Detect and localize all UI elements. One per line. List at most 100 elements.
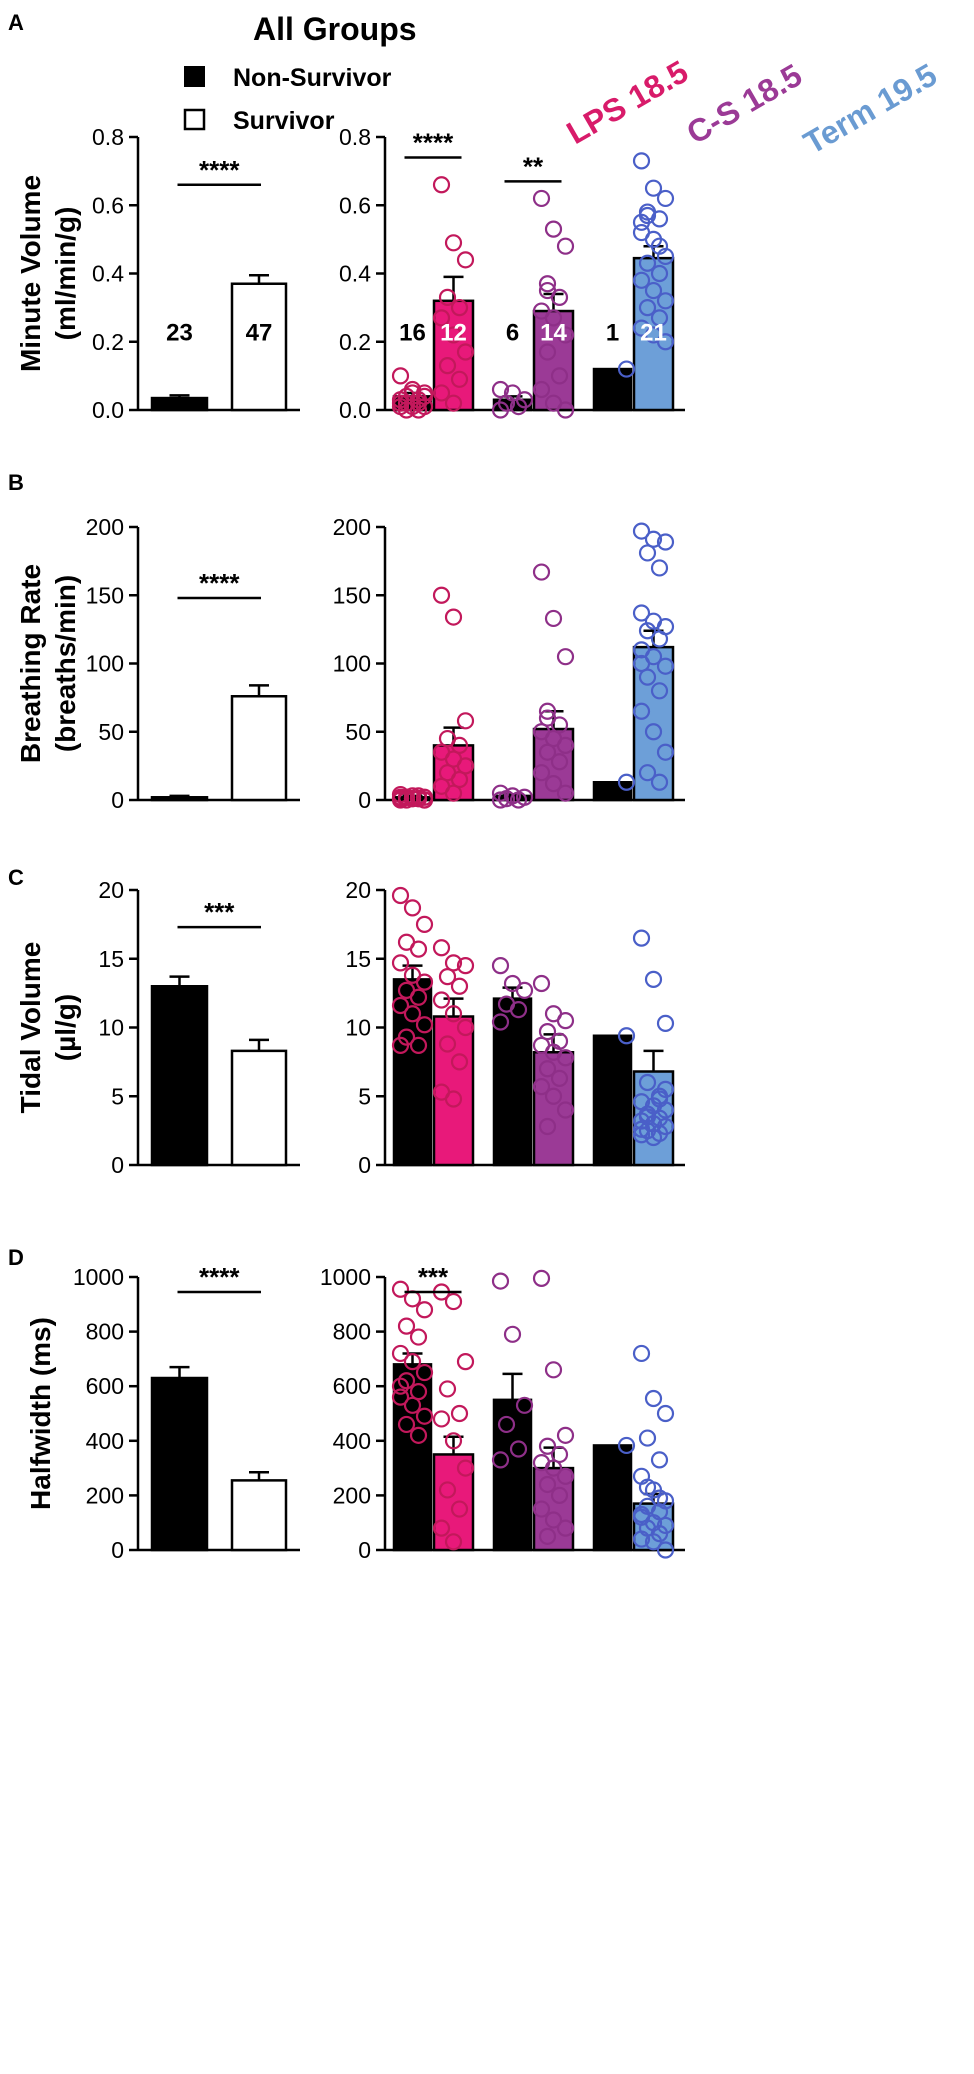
data-point-survivor [532, 764, 551, 782]
data-point-survivor [538, 1475, 557, 1494]
data-point-non-survivor [415, 1016, 434, 1034]
data-point-non-survivor [509, 397, 528, 416]
significance-label: **** [199, 155, 240, 185]
y-tick-label: 0.4 [339, 261, 371, 287]
y-tick-label: 15 [98, 946, 124, 972]
data-point-survivor [444, 784, 463, 802]
data-point-survivor [644, 970, 663, 988]
data-point-survivor [632, 654, 651, 673]
data-point-survivor [438, 1481, 457, 1499]
significance-label: **** [413, 127, 454, 157]
data-point-survivor [444, 954, 463, 972]
data-point-non-survivor [617, 360, 636, 378]
data-point-survivor [650, 237, 669, 255]
significance-label: *** [204, 897, 235, 927]
data-point-survivor [450, 1500, 469, 1518]
data-point-survivor [456, 1459, 475, 1477]
data-point-non-survivor [503, 1325, 522, 1343]
data-point-survivor [656, 1080, 675, 1098]
legend-swatch-non-survivor [184, 66, 205, 87]
data-point-survivor [538, 1117, 557, 1136]
data-point-survivor [632, 604, 651, 622]
data-point-survivor [644, 1389, 663, 1408]
data-point-non-survivor [397, 1372, 416, 1390]
data-point-non-survivor [391, 1388, 410, 1406]
data-point-survivor [556, 736, 575, 755]
data-point-survivor [538, 702, 557, 720]
data-point-survivor [638, 1478, 657, 1496]
data-point-survivor [444, 608, 463, 626]
bar-non-survivor-1 [492, 1398, 533, 1552]
data-point-survivor [638, 622, 657, 640]
data-point-survivor [544, 775, 563, 793]
panel-label-A: A [8, 10, 24, 35]
bar-non-survivor-2 [592, 1444, 633, 1552]
data-point-survivor [450, 370, 469, 388]
data-point-survivor [550, 1486, 569, 1505]
y-tick-label: 200 [333, 1482, 371, 1508]
data-point-survivor [656, 292, 675, 310]
count-label-survivor: 12 [440, 320, 467, 347]
data-point-survivor [444, 394, 463, 412]
y-tick-label: 1000 [320, 1264, 371, 1290]
data-point-survivor [650, 1489, 669, 1507]
data-point-survivor [456, 1018, 475, 1037]
y-axis-label: Breathing Rate [15, 564, 46, 763]
data-point-survivor [638, 254, 657, 272]
data-point-survivor [638, 203, 657, 221]
data-point-non-survivor [509, 1440, 528, 1458]
y-tick-label: 0.2 [339, 329, 371, 355]
y-tick-label: 10 [345, 1015, 371, 1041]
data-point-survivor [556, 1426, 575, 1444]
count-label-non-survivor: 1 [606, 320, 619, 347]
bar-non-survivor-0 [392, 978, 433, 1167]
data-point-survivor [456, 712, 475, 730]
data-point-survivor [444, 1533, 463, 1551]
data-point-non-survivor [391, 886, 410, 905]
data-point-survivor [650, 1090, 669, 1108]
data-point-survivor [632, 1344, 651, 1363]
y-tick-label: 5 [111, 1083, 124, 1109]
data-point-survivor [644, 179, 663, 197]
data-point-survivor [538, 1437, 557, 1455]
data-point-survivor [444, 326, 463, 344]
data-point-survivor [632, 1530, 651, 1548]
data-point-survivor [532, 563, 551, 581]
data-point-survivor [632, 929, 651, 947]
data-point-survivor [644, 1533, 663, 1551]
data-point-non-survivor [403, 1290, 422, 1308]
data-point-non-survivor [397, 1317, 416, 1335]
data-point-survivor [632, 223, 651, 242]
y-tick-label: 800 [333, 1319, 371, 1345]
data-point-non-survivor [497, 1415, 516, 1434]
data-point-survivor [544, 1511, 563, 1529]
data-point-survivor [538, 1527, 557, 1545]
y-tick-label: 20 [345, 877, 371, 903]
data-point-survivor [532, 380, 551, 399]
bar-non-survivor [150, 396, 209, 412]
data-point-non-survivor [617, 773, 636, 791]
y-tick-label: 600 [86, 1373, 124, 1399]
data-point-survivor [456, 957, 475, 975]
y-tick-label: 20 [98, 877, 124, 903]
data-point-survivor [544, 220, 563, 238]
y-tick-label: 200 [86, 514, 124, 540]
data-point-survivor [656, 533, 675, 551]
data-point-survivor [444, 1432, 463, 1450]
panel-B: B Breathing Rate (breaths/min) 0 50 100 150 200… [8, 470, 685, 813]
bar-non-survivor-2 [592, 367, 633, 412]
y-tick-label: 200 [333, 514, 371, 540]
data-point-survivor [556, 1101, 575, 1119]
data-point-survivor [444, 1292, 463, 1311]
count-label: 23 [166, 320, 193, 347]
bar-survivor [230, 1479, 288, 1552]
data-point-survivor [632, 702, 651, 720]
bar-survivor [230, 695, 288, 802]
y-tick-label: 0.0 [92, 397, 124, 423]
bar-non-survivor [150, 1376, 209, 1552]
data-point-non-survivor [397, 1415, 416, 1434]
data-point-non-survivor [491, 1451, 510, 1469]
y-tick-label: 10 [98, 1015, 124, 1041]
data-point-non-survivor [403, 1005, 422, 1023]
